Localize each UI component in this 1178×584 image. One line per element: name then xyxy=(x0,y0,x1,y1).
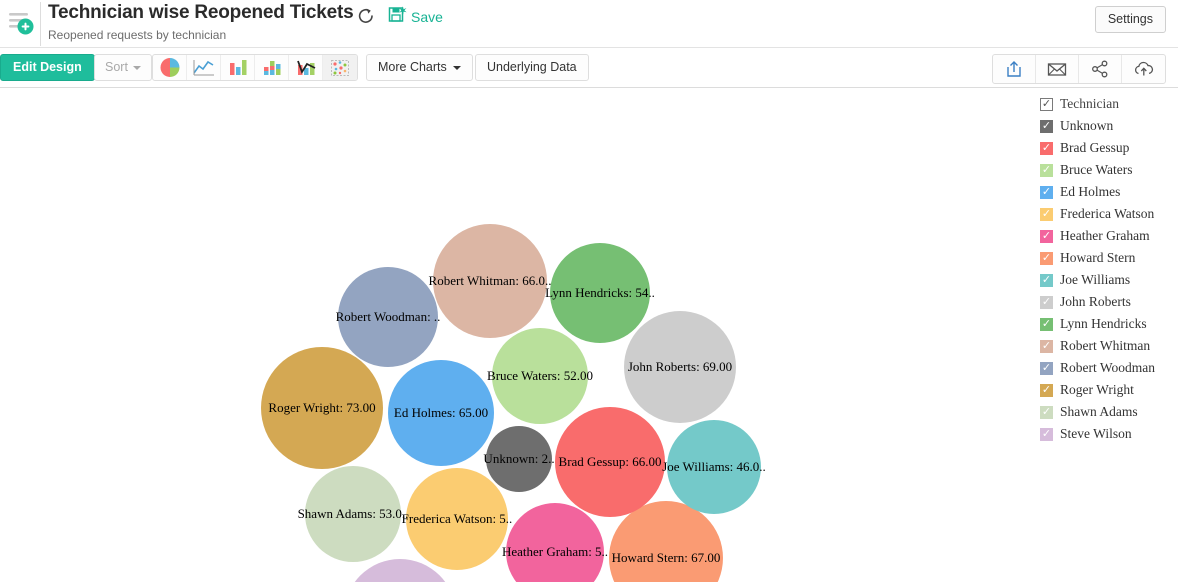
legend-item-label: Howard Stern xyxy=(1060,250,1136,265)
legend-item-label: John Roberts xyxy=(1060,294,1131,309)
sort-dropdown[interactable]: Sort xyxy=(94,54,152,81)
page-title: Technician wise Reopened Tickets xyxy=(48,2,354,23)
chevron-down-icon xyxy=(452,65,461,70)
legend-item-label: Lynn Hendricks xyxy=(1060,316,1147,331)
bubble-shawn-adams[interactable] xyxy=(305,466,401,562)
legend-item-label: Shawn Adams xyxy=(1060,404,1138,419)
title-block: Technician wise Reopened Tickets Reopene… xyxy=(48,1,354,43)
legend-item-bruce-waters[interactable]: ✓ Bruce Waters xyxy=(1040,159,1178,181)
bubble-unknown[interactable] xyxy=(486,426,552,492)
legend-item-label: Bruce Waters xyxy=(1060,162,1133,177)
bubble-lynn-hendricks[interactable] xyxy=(550,243,650,343)
action-icons-group xyxy=(992,54,1166,84)
checkbox-icon[interactable]: ✓ xyxy=(1040,207,1053,221)
legend-item-label: Frederica Watson xyxy=(1060,206,1155,221)
line-chart-icon[interactable] xyxy=(187,55,221,80)
bubble-heather-graham[interactable] xyxy=(506,503,604,582)
checkbox-icon[interactable]: ✓ xyxy=(1040,251,1053,265)
bubble-frederica-watson[interactable] xyxy=(406,468,508,570)
checkbox-icon[interactable]: ✓ xyxy=(1040,97,1053,111)
checkbox-icon[interactable]: ✓ xyxy=(1040,317,1053,331)
chart-toolbar: Edit Design Sort xyxy=(0,48,1178,88)
email-icon[interactable] xyxy=(1036,55,1079,83)
bubble-bruce-waters[interactable] xyxy=(492,328,588,424)
save-disk-icon xyxy=(388,5,407,29)
checkbox-icon[interactable]: ✓ xyxy=(1040,383,1053,397)
edit-design-button[interactable]: Edit Design xyxy=(0,54,95,81)
save-button[interactable]: Save xyxy=(388,5,443,29)
legend-item-unknown[interactable]: ✓ Unknown xyxy=(1040,115,1178,137)
legend-item-brad-gessup[interactable]: ✓ Brad Gessup xyxy=(1040,137,1178,159)
combo-chart-icon[interactable] xyxy=(289,55,323,80)
legend-item-label: Robert Whitman xyxy=(1060,338,1151,353)
legend-item-label: Steve Wilson xyxy=(1060,426,1132,441)
legend-item-label: Heather Graham xyxy=(1060,228,1150,243)
checkbox-icon[interactable]: ✓ xyxy=(1040,405,1053,419)
checkbox-icon[interactable]: ✓ xyxy=(1040,119,1053,133)
bubble-brad-gessup[interactable] xyxy=(555,407,665,517)
legend-item-lynn-hendricks[interactable]: ✓ Lynn Hendricks xyxy=(1040,313,1178,335)
bubble-john-roberts[interactable] xyxy=(624,311,736,423)
bubble-ed-holmes[interactable] xyxy=(388,360,494,466)
legend-item-shawn-adams[interactable]: ✓ Shawn Adams xyxy=(1040,401,1178,423)
checkbox-icon[interactable]: ✓ xyxy=(1040,339,1053,353)
refresh-icon[interactable] xyxy=(356,6,376,26)
list-add-icon[interactable] xyxy=(5,5,39,39)
legend-item-frederica-watson[interactable]: ✓ Frederica Watson xyxy=(1040,203,1178,225)
pie-chart-icon[interactable] xyxy=(153,55,187,80)
checkbox-icon[interactable]: ✓ xyxy=(1040,229,1053,243)
page-subtitle: Reopened requests by technician xyxy=(48,28,227,42)
legend-item-label: Ed Holmes xyxy=(1060,184,1121,199)
checkbox-icon[interactable]: ✓ xyxy=(1040,141,1053,155)
save-label: Save xyxy=(411,9,443,25)
export-icon[interactable] xyxy=(993,55,1036,83)
checkbox-icon[interactable]: ✓ xyxy=(1040,163,1053,177)
legend-item-robert-whitman[interactable]: ✓ Robert Whitman xyxy=(1040,335,1178,357)
bubble-chart-icon[interactable] xyxy=(323,55,357,80)
chevron-down-icon xyxy=(132,65,141,70)
cloud-upload-icon[interactable] xyxy=(1122,55,1165,83)
checkbox-icon[interactable]: ✓ xyxy=(1040,295,1053,309)
bar-chart-icon[interactable] xyxy=(221,55,255,80)
settings-button[interactable]: Settings xyxy=(1094,6,1166,33)
stacked-bar-chart-icon[interactable] xyxy=(255,55,289,80)
legend-item-john-roberts[interactable]: ✓ John Roberts xyxy=(1040,291,1178,313)
checkbox-icon[interactable]: ✓ xyxy=(1040,361,1053,375)
underlying-data-button[interactable]: Underlying Data xyxy=(475,54,589,81)
share-icon[interactable] xyxy=(1079,55,1122,83)
legend-item-label: Brad Gessup xyxy=(1060,140,1130,155)
header-divider xyxy=(40,2,41,46)
legend-item-ed-holmes[interactable]: ✓ Ed Holmes xyxy=(1040,181,1178,203)
more-charts-label: More Charts xyxy=(378,60,447,74)
legend-item-joe-williams[interactable]: ✓ Joe Williams xyxy=(1040,269,1178,291)
legend-item-steve-wilson[interactable]: ✓ Steve Wilson xyxy=(1040,423,1178,445)
chart-legend: ✓ Technician ✓ Unknown ✓ Brad Gessup ✓ Bruce Wa… xyxy=(1040,93,1178,445)
legend-header-technician[interactable]: ✓ Technician xyxy=(1040,93,1178,115)
bubble-joe-williams[interactable] xyxy=(667,420,761,514)
more-charts-dropdown[interactable]: More Charts xyxy=(366,54,473,81)
checkbox-icon[interactable]: ✓ xyxy=(1040,185,1053,199)
checkbox-icon[interactable]: ✓ xyxy=(1040,427,1053,441)
chart-type-selector xyxy=(152,54,358,81)
bubble-robert-woodman[interactable] xyxy=(338,267,438,367)
legend-item-heather-graham[interactable]: ✓ Heather Graham xyxy=(1040,225,1178,247)
legend-item-robert-woodman[interactable]: ✓ Robert Woodman xyxy=(1040,357,1178,379)
legend-item-label: Joe Williams xyxy=(1060,272,1131,287)
legend-item-label: Roger Wright xyxy=(1060,382,1134,397)
legend-header-label: Technician xyxy=(1060,96,1120,111)
legend-item-howard-stern[interactable]: ✓ Howard Stern xyxy=(1040,247,1178,269)
bubble-roger-wright[interactable] xyxy=(261,347,383,469)
sort-label: Sort xyxy=(105,60,128,74)
checkbox-icon[interactable]: ✓ xyxy=(1040,273,1053,287)
bubble-robert-whitman[interactable] xyxy=(433,224,547,338)
app-header: Technician wise Reopened Tickets Reopene… xyxy=(0,0,1178,48)
legend-item-label: Robert Woodman xyxy=(1060,360,1156,375)
legend-item-roger-wright[interactable]: ✓ Roger Wright xyxy=(1040,379,1178,401)
legend-item-label: Unknown xyxy=(1060,118,1114,133)
